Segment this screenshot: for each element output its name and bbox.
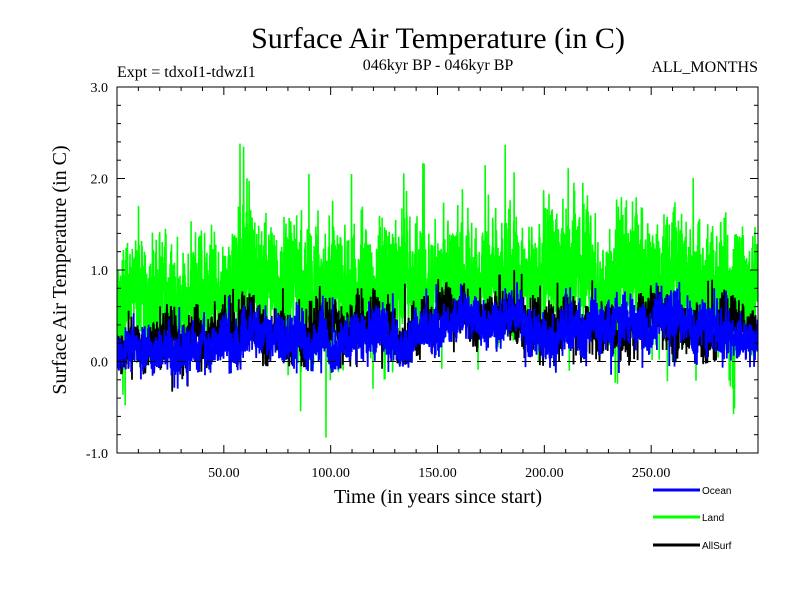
period-label: 046kyr BP - 046kyr BP: [363, 57, 514, 74]
y-tick-label: 3.0: [91, 81, 109, 96]
series-layer: [117, 143, 758, 438]
series-line-land: [117, 143, 758, 438]
legend-label-ocean: Ocean: [702, 486, 731, 497]
legend-label-allsurf: AllSurf: [702, 541, 732, 552]
x-tick-label: 50.00: [208, 466, 240, 481]
months-label: ALL_MONTHS: [651, 59, 758, 76]
x-tick-label: 200.00: [525, 466, 564, 481]
y-tick-label: 2.0: [91, 173, 109, 188]
x-tick-label: 100.00: [311, 466, 350, 481]
legend: Ocean Land AllSurf: [653, 486, 732, 552]
y-tick-label: -1.0: [86, 447, 108, 462]
experiment-label: Expt = tdxoI1-tdwzI1: [117, 64, 256, 81]
series-line-ocean: [117, 281, 758, 389]
axis-ticks: 50.00 100.00 150.00 200.00 250.00 -1.0 0.0 1.0 2…: [86, 81, 758, 481]
x-axis-label: Time (in years since start): [334, 486, 542, 508]
y-tick-label: 1.0: [91, 264, 109, 279]
x-tick-label: 150.00: [418, 466, 457, 481]
chart-title: Surface Air Temperature (in C): [251, 22, 625, 55]
y-axis-label: Surface Air Temperature (in C): [49, 145, 71, 394]
legend-label-land: Land: [702, 513, 724, 524]
y-tick-label: 0.0: [91, 356, 109, 371]
x-tick-label: 250.00: [632, 466, 671, 481]
